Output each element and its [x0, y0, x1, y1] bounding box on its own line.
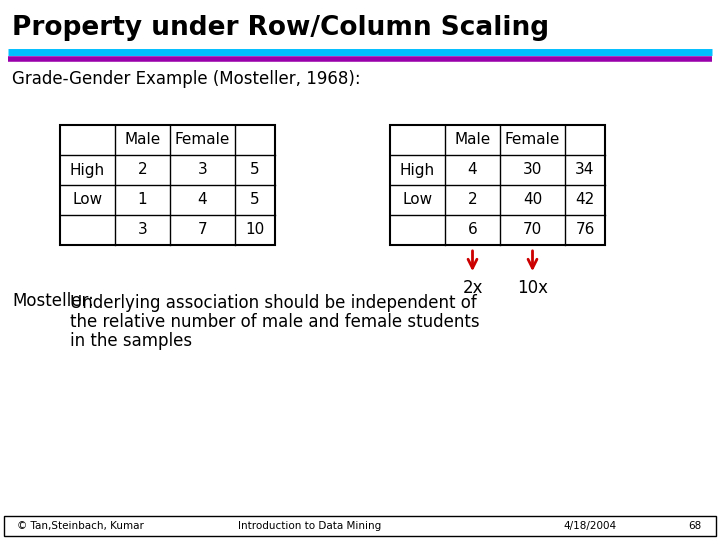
Text: 3: 3: [197, 163, 207, 178]
Text: High: High: [400, 163, 435, 178]
Text: 7: 7: [198, 222, 207, 238]
Bar: [390, 125, 605, 245]
Bar: [4, 516, 716, 536]
Text: Female: Female: [505, 132, 560, 147]
Bar: [60, 125, 275, 245]
Text: Property under Row/Column Scaling: Property under Row/Column Scaling: [12, 15, 549, 41]
Text: 10: 10: [246, 222, 265, 238]
Text: 4: 4: [198, 192, 207, 207]
Text: 2: 2: [138, 163, 148, 178]
Text: Female: Female: [175, 132, 230, 147]
Text: Low: Low: [402, 192, 433, 207]
Text: 2x: 2x: [462, 279, 482, 297]
Text: Male: Male: [125, 132, 161, 147]
Text: 40: 40: [523, 192, 542, 207]
Text: Introduction to Data Mining: Introduction to Data Mining: [238, 521, 382, 531]
Text: Low: Low: [73, 192, 102, 207]
Text: 2: 2: [468, 192, 477, 207]
Text: Male: Male: [454, 132, 490, 147]
Text: 30: 30: [523, 163, 542, 178]
Text: Mosteller:: Mosteller:: [12, 292, 94, 310]
Text: 68: 68: [688, 521, 701, 531]
Text: Underlying association should be independent of: Underlying association should be indepen…: [70, 294, 477, 312]
Text: 3: 3: [138, 222, 148, 238]
Text: 5: 5: [250, 163, 260, 178]
Text: 10x: 10x: [517, 279, 548, 297]
Text: in the samples: in the samples: [70, 332, 192, 350]
Text: 76: 76: [575, 222, 595, 238]
Text: High: High: [70, 163, 105, 178]
Text: 4: 4: [468, 163, 477, 178]
Text: 70: 70: [523, 222, 542, 238]
Text: 34: 34: [575, 163, 595, 178]
Text: the relative number of male and female students: the relative number of male and female s…: [70, 313, 480, 331]
Text: 5: 5: [250, 192, 260, 207]
Text: 6: 6: [467, 222, 477, 238]
Text: 1: 1: [138, 192, 148, 207]
Text: © Tan,Steinbach, Kumar: © Tan,Steinbach, Kumar: [17, 521, 143, 531]
Text: 42: 42: [575, 192, 595, 207]
Text: Grade-Gender Example (Mosteller, 1968):: Grade-Gender Example (Mosteller, 1968):: [12, 70, 361, 88]
Text: 4/18/2004: 4/18/2004: [564, 521, 616, 531]
